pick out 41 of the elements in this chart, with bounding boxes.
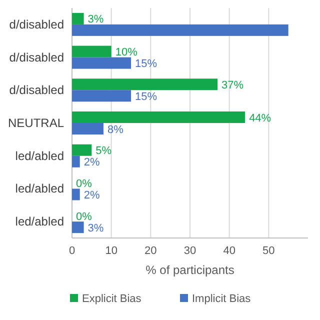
y-tick-label: led/abled	[15, 182, 64, 196]
bar	[72, 112, 246, 123]
legend-label: Explicit Bias	[82, 293, 142, 305]
data-label: 0%	[76, 210, 92, 223]
x-tick-label: 50	[262, 245, 275, 257]
x-tick-label: 10	[105, 245, 118, 257]
y-tick-label: led/abled	[15, 148, 64, 163]
bar	[72, 123, 104, 134]
x-tick-label: 20	[144, 245, 157, 257]
x-tick-label: 0	[68, 245, 76, 257]
x-tick-label: 30	[184, 245, 196, 257]
data-label: 2%	[84, 189, 100, 202]
data-label: 5%	[96, 145, 112, 158]
data-label: 0%	[76, 178, 92, 190]
legend-label: Implicit Bias	[192, 293, 252, 305]
bar	[72, 78, 218, 90]
x-tick-label: 40	[223, 245, 236, 257]
bar	[72, 12, 84, 24]
bar	[72, 156, 80, 168]
data-label: 15%	[135, 58, 158, 70]
bar	[72, 222, 84, 234]
y-tick-label: led/abled	[15, 214, 64, 229]
data-label: 3%	[88, 14, 104, 26]
bar	[72, 57, 131, 69]
y-tick-label: NEUTRAL	[8, 116, 64, 130]
y-tick-label: d/disabled	[9, 50, 64, 64]
data-label: 2%	[84, 156, 100, 169]
bar	[72, 90, 131, 102]
bar	[72, 144, 92, 156]
data-label: 8%	[107, 124, 124, 136]
data-label: 37%	[222, 79, 244, 92]
y-tick-label: d/disabled	[9, 83, 64, 98]
y-tick-label: d/disabled	[9, 17, 64, 32]
data-label: 15%	[135, 90, 158, 103]
x-axis-title: % of participants	[146, 263, 234, 277]
data-label: 10%	[115, 46, 138, 59]
bar	[72, 188, 80, 200]
bar	[72, 24, 288, 36]
data-label: 44%	[249, 112, 272, 124]
data-label: 3%	[88, 222, 104, 234]
bar	[72, 46, 112, 58]
